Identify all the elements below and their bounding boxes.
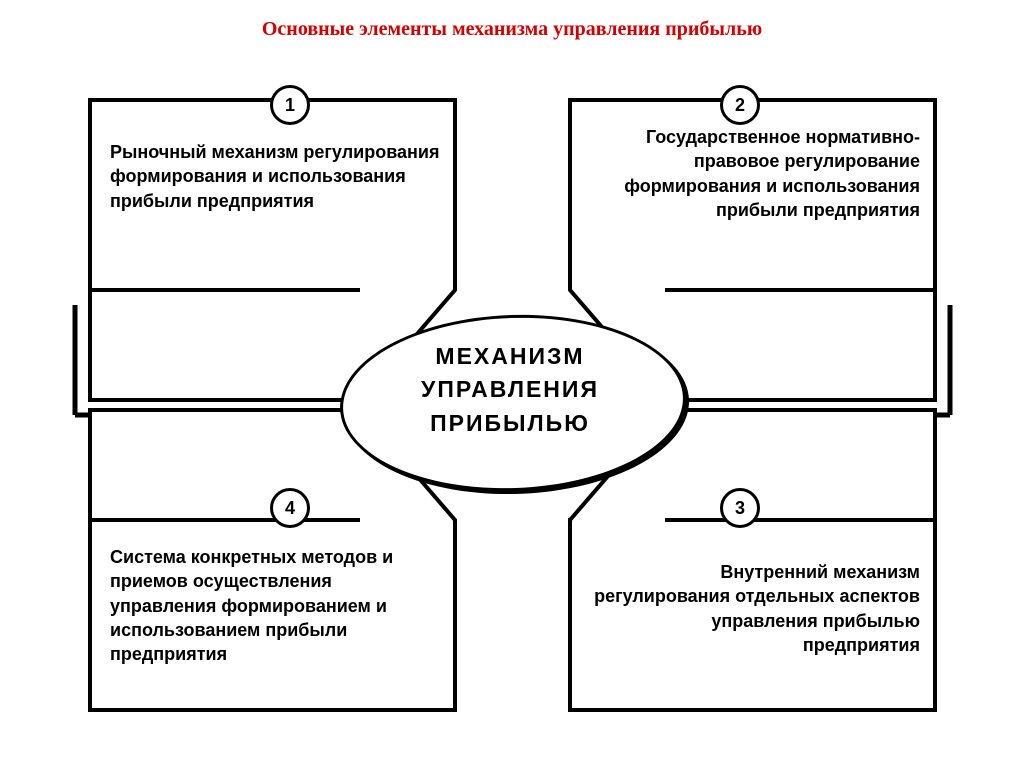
center-line3: ПРИБЫЛЬЮ	[430, 410, 590, 436]
badge-3: 3	[720, 488, 760, 528]
page-title: Основные элементы механизма управления п…	[0, 18, 1024, 41]
diagram-container: МЕХАНИЗМ УПРАВЛЕНИЯ ПРИБЫЛЬЮ 1 2 3 4 Рын…	[60, 70, 964, 740]
text-q3: Внутренний механизм регулирования отдель…	[590, 560, 920, 657]
badge-2: 2	[720, 85, 760, 125]
text-q2: Государственное нормативно-правовое регу…	[590, 125, 920, 222]
text-q1: Рыночный механизм регулирования формиров…	[110, 140, 440, 213]
text-q4: Система конкретных методов и приемов осу…	[110, 545, 440, 666]
center-line1: МЕХАНИЗМ	[435, 343, 584, 369]
badge-1: 1	[270, 85, 310, 125]
badge-4: 4	[270, 488, 310, 528]
center-label: МЕХАНИЗМ УПРАВЛЕНИЯ ПРИБЫЛЬЮ	[330, 340, 690, 440]
center-line2: УПРАВЛЕНИЯ	[421, 376, 599, 402]
